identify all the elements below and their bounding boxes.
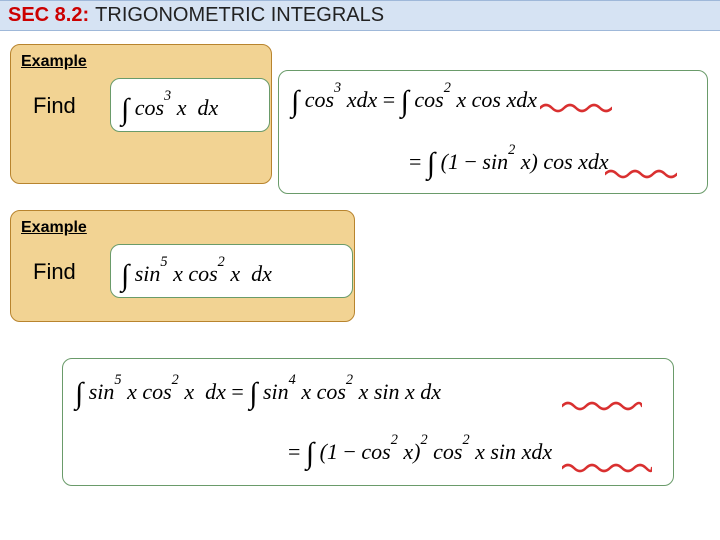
example2-work-line2: = ∫ (1 − cos2 x)2 cos2 x sin xdx: [288, 433, 552, 467]
example1-work-line1: ∫ cos3 xdx = ∫ cos2 x cos xdx: [291, 81, 537, 115]
example2-work-box: ∫ sin5 x cos2 x dx = ∫ sin4 x cos2 x sin…: [62, 358, 674, 486]
example1-work-box: ∫ cos3 xdx = ∫ cos2 x cos xdx = ∫ (1 − s…: [278, 70, 708, 194]
example1-label: Example: [21, 53, 87, 71]
section-number: SEC 8.2:: [8, 4, 89, 27]
example2-work-line1: ∫ sin5 x cos2 x dx = ∫ sin4 x cos2 x sin…: [75, 373, 441, 407]
section-title: TRIGONOMETRIC INTEGRALS: [95, 4, 384, 27]
example1-problem-box: ∫ cos3 x dx: [110, 78, 270, 132]
example2-problem-box: ∫ sin5 x cos2 x dx: [110, 244, 353, 298]
example1-problem-math: ∫ cos3 x dx: [121, 89, 218, 123]
page-header: SEC 8.2: TRIGONOMETRIC INTEGRALS: [0, 0, 720, 31]
example1-find-word: Find: [33, 93, 76, 119]
example2-label: Example: [21, 219, 87, 237]
example2-find-word: Find: [33, 259, 76, 285]
example2-problem-math: ∫ sin5 x cos2 x dx: [121, 255, 272, 289]
example1-work-line2: = ∫ (1 − sin2 x) cos xdx: [409, 143, 609, 177]
